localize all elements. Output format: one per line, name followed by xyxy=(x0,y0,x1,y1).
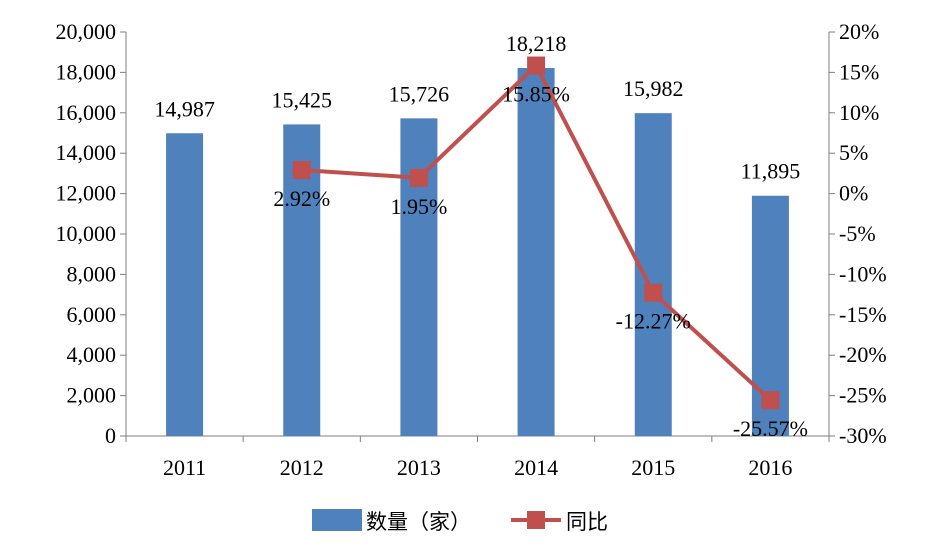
y-tick-label-right: -15% xyxy=(839,302,887,327)
y-tick-label-left: 16,000 xyxy=(56,100,117,125)
yoy-value-label: 2.92% xyxy=(273,186,330,211)
bar-value-label: 15,726 xyxy=(389,81,450,106)
bar xyxy=(517,67,555,436)
y-tick-label-left: 20,000 xyxy=(56,19,117,44)
axes-layer: 0 2,000 4,000 6,000 8,000 10,000 12,000 14,000 1… xyxy=(56,19,887,480)
y-tick-label-right: 10% xyxy=(839,100,879,125)
bar-value-label: 14,987 xyxy=(154,96,215,121)
y-tick-label-right: 20% xyxy=(839,19,879,44)
y-tick-label-left: 8,000 xyxy=(67,261,117,286)
y-tick-label-right: 15% xyxy=(839,59,879,84)
y-tick-label-left: 10,000 xyxy=(56,221,117,246)
y-tick-label-left: 4,000 xyxy=(67,342,117,367)
x-tick-label: 2013 xyxy=(397,455,441,480)
labels-layer: 14,987 15,425 15,726 18,218 15,982 11,895 2.92… xyxy=(154,31,808,441)
yoy-point xyxy=(527,56,546,75)
y-tick-label-left: 12,000 xyxy=(56,181,117,206)
x-tick-label: 2012 xyxy=(280,455,324,480)
bar xyxy=(634,113,672,436)
x-tick-label: 2011 xyxy=(163,455,206,480)
legend-line-marker xyxy=(527,511,545,529)
yoy-value-label: 1.95% xyxy=(391,194,448,219)
y-tick-label-right: -25% xyxy=(839,383,887,408)
legend-bar-label: 数量（家） xyxy=(366,510,471,534)
bars-layer xyxy=(166,67,789,436)
bar xyxy=(166,133,204,436)
y-tick-label-right: -5% xyxy=(839,221,876,246)
y-tick-label-right: -10% xyxy=(839,261,887,286)
bar-value-label: 18,218 xyxy=(506,31,567,56)
yoy-value-label: -12.27% xyxy=(616,309,691,334)
y-tick-label-left: 0 xyxy=(105,423,116,448)
legend: 数量（家） 同比 xyxy=(312,509,608,534)
y-tick-label-left: 18,000 xyxy=(56,59,117,84)
yoy-point xyxy=(409,168,428,187)
y-tick-label-right: -20% xyxy=(839,342,887,367)
y-tick-label-left: 14,000 xyxy=(56,140,117,165)
y-tick-label-right: 5% xyxy=(839,140,868,165)
yoy-value-label: 15.85% xyxy=(502,82,570,107)
bar-value-label: 15,982 xyxy=(623,76,684,101)
legend-line-label: 同比 xyxy=(566,510,608,534)
y-tick-label-right: -30% xyxy=(839,423,887,448)
yoy-value-label: -25.57% xyxy=(733,416,808,441)
x-tick-label: 2015 xyxy=(631,455,675,480)
yoy-point xyxy=(761,391,780,410)
yoy-point xyxy=(644,283,663,302)
y-tick-label-left: 2,000 xyxy=(67,383,117,408)
y-tick-label-left: 6,000 xyxy=(67,302,117,327)
line-layer xyxy=(292,56,780,410)
x-tick-label: 2014 xyxy=(514,455,558,480)
bar-value-label: 11,895 xyxy=(741,159,801,184)
y-tick-label-right: 0% xyxy=(839,181,868,206)
bar-value-label: 15,425 xyxy=(272,87,333,112)
legend-bar-swatch xyxy=(312,509,362,531)
x-tick-label: 2016 xyxy=(748,455,792,480)
yoy-point xyxy=(292,161,311,180)
